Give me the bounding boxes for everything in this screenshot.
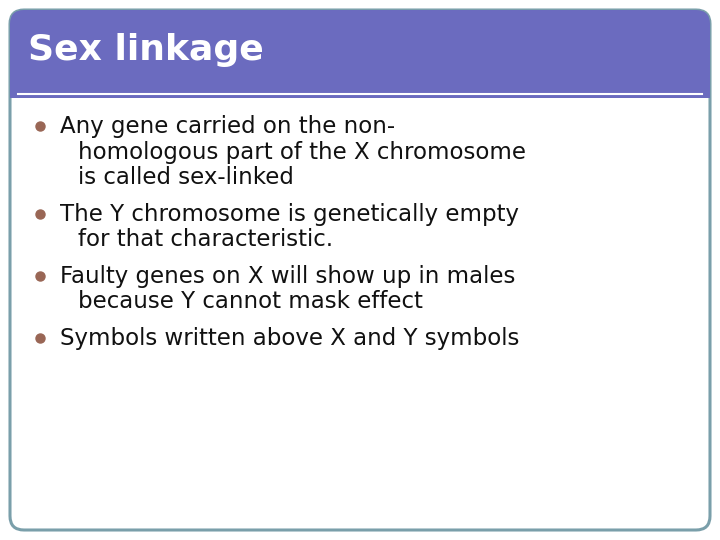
Text: Faulty genes on X will show up in males: Faulty genes on X will show up in males [60, 265, 516, 287]
Bar [10, 82, 710, 98]
FancyBboxPatch shape [10, 10, 710, 530]
FancyBboxPatch shape [10, 10, 710, 98]
Text: is called sex-linked: is called sex-linked [78, 166, 294, 190]
Text: The Y chromosome is genetically empty: The Y chromosome is genetically empty [60, 202, 519, 226]
Text: because Y cannot mask effect: because Y cannot mask effect [78, 291, 423, 314]
Text: Any gene carried on the non-: Any gene carried on the non- [60, 114, 395, 138]
Text: homologous part of the X chromosome: homologous part of the X chromosome [78, 140, 526, 164]
Text: for that characteristic.: for that characteristic. [78, 228, 333, 252]
Text: Symbols written above X and Y symbols: Symbols written above X and Y symbols [60, 327, 519, 349]
Text: Sex linkage: Sex linkage [28, 33, 264, 67]
